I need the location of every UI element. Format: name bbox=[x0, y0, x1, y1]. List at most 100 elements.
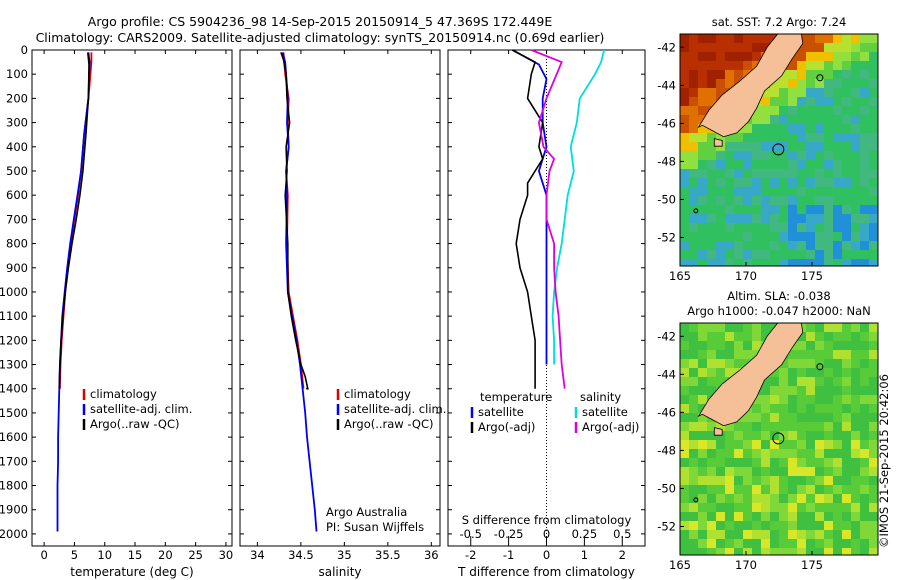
map-cell bbox=[869, 259, 878, 266]
map-cell bbox=[869, 205, 878, 214]
map-cell bbox=[734, 241, 743, 250]
map-cell bbox=[680, 52, 689, 61]
map-cell bbox=[815, 440, 824, 449]
map-cell bbox=[797, 395, 806, 404]
map-cell bbox=[806, 52, 815, 61]
map-cell bbox=[842, 350, 851, 359]
map-cell bbox=[761, 124, 770, 133]
islet-chatham bbox=[816, 74, 824, 82]
map-cell bbox=[815, 34, 824, 43]
legend-entry: Argo(..raw -QC) bbox=[90, 417, 180, 431]
map-cell bbox=[797, 97, 806, 106]
map-cell bbox=[860, 404, 869, 413]
map-cell bbox=[716, 88, 725, 97]
legend-heading-temperature: temperature bbox=[480, 390, 552, 404]
map-cell bbox=[869, 476, 878, 485]
map-cell bbox=[833, 413, 842, 422]
map-cell bbox=[707, 61, 716, 70]
map-cell bbox=[824, 413, 833, 422]
map-cell bbox=[851, 124, 860, 133]
map-cell bbox=[860, 476, 869, 485]
map-cell bbox=[689, 178, 698, 187]
map-cell bbox=[743, 323, 752, 332]
map-cell bbox=[743, 169, 752, 178]
map-cells bbox=[680, 323, 878, 555]
map-cell bbox=[833, 232, 842, 241]
map-cell bbox=[734, 151, 743, 160]
map-cell bbox=[815, 467, 824, 476]
map-cell bbox=[815, 548, 824, 555]
map-cell bbox=[761, 241, 770, 250]
map-cell bbox=[815, 332, 824, 341]
map-cell bbox=[716, 512, 725, 521]
map-cell bbox=[716, 205, 725, 214]
map-x-tick-label: 170 bbox=[735, 558, 757, 572]
map-cell bbox=[869, 52, 878, 61]
map-cell bbox=[824, 52, 833, 61]
map-cell bbox=[680, 413, 689, 422]
map-cell bbox=[698, 341, 707, 350]
map-cell bbox=[833, 259, 842, 266]
x-axis-label: temperature (deg C) bbox=[70, 565, 193, 579]
map-cell bbox=[752, 259, 761, 266]
map-cell bbox=[770, 133, 779, 142]
map-cell bbox=[833, 34, 842, 43]
map-cell bbox=[833, 214, 842, 223]
map-cell bbox=[734, 458, 743, 467]
map-cell bbox=[752, 458, 761, 467]
map-cell bbox=[716, 503, 725, 512]
map-cell bbox=[752, 151, 761, 160]
map-cell bbox=[788, 476, 797, 485]
map-cell bbox=[806, 151, 815, 160]
map-cell bbox=[869, 503, 878, 512]
y-tick-label: 1900 bbox=[0, 503, 28, 517]
map-cell bbox=[698, 350, 707, 359]
map-cell bbox=[824, 70, 833, 79]
map-cell bbox=[689, 133, 698, 142]
map-cell bbox=[824, 88, 833, 97]
map-cell bbox=[779, 476, 788, 485]
map-cell bbox=[806, 61, 815, 70]
map-cell bbox=[698, 133, 707, 142]
map-cell bbox=[833, 440, 842, 449]
map-cell bbox=[770, 431, 779, 440]
map-cell bbox=[725, 530, 734, 539]
map-cell bbox=[761, 169, 770, 178]
map-cell bbox=[860, 160, 869, 169]
map-cell bbox=[689, 422, 698, 431]
map-cell bbox=[779, 232, 788, 241]
map-cell bbox=[734, 133, 743, 142]
map-cell bbox=[734, 160, 743, 169]
map-cell bbox=[815, 386, 824, 395]
map-cell bbox=[734, 196, 743, 205]
map-cell bbox=[707, 476, 716, 485]
map-cell bbox=[824, 97, 833, 106]
map-cell bbox=[680, 539, 689, 548]
map-cell bbox=[860, 259, 869, 266]
map-cell bbox=[707, 97, 716, 106]
map-cell bbox=[743, 548, 752, 555]
map-cell bbox=[689, 431, 698, 440]
map-cell bbox=[716, 368, 725, 377]
islet-auckland bbox=[693, 208, 699, 214]
map-cell bbox=[806, 205, 815, 214]
map-cell bbox=[707, 386, 716, 395]
map-cell bbox=[860, 124, 869, 133]
map-cell bbox=[815, 169, 824, 178]
map-cell bbox=[860, 458, 869, 467]
map-cell bbox=[725, 503, 734, 512]
map-cell bbox=[860, 512, 869, 521]
map-cell bbox=[725, 187, 734, 196]
map-cell bbox=[716, 214, 725, 223]
legend-entry: climatology bbox=[90, 387, 157, 401]
map-cell bbox=[698, 43, 707, 52]
map-cell bbox=[689, 151, 698, 160]
map-cell bbox=[770, 115, 779, 124]
map-cell bbox=[761, 250, 770, 259]
map-cell bbox=[788, 548, 797, 555]
map-cell bbox=[743, 178, 752, 187]
map-cell bbox=[725, 133, 734, 142]
map-cell bbox=[725, 359, 734, 368]
map-y-tick-label: -46 bbox=[657, 116, 676, 130]
map-cell bbox=[851, 106, 860, 115]
